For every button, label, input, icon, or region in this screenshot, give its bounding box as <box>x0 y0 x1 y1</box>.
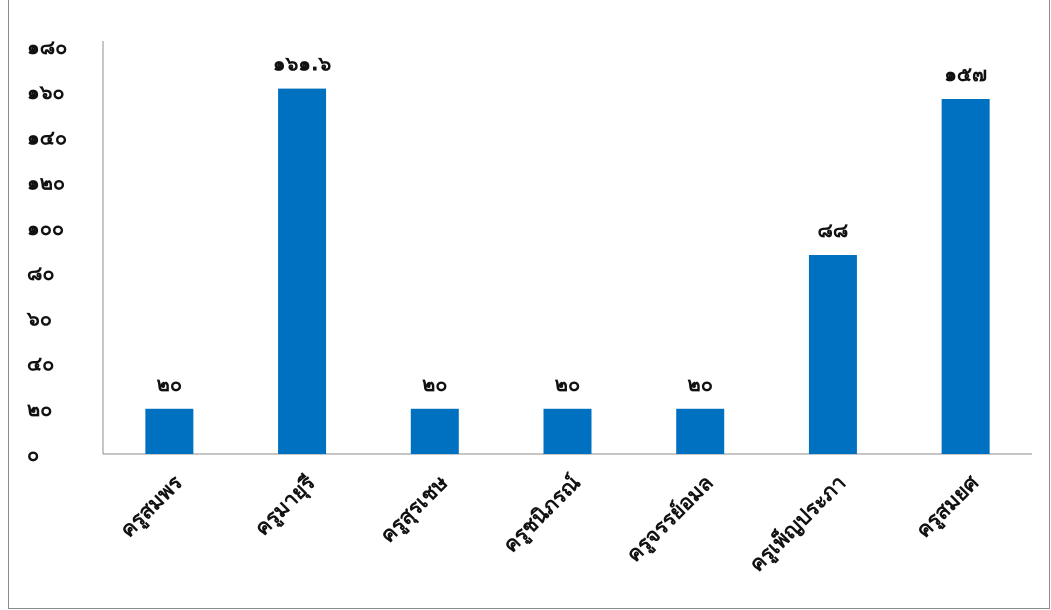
data-label: ๑๕๗ <box>944 62 987 86</box>
y-tick-label: ๑๒๐ <box>27 171 65 195</box>
bar <box>278 88 327 455</box>
data-labels: ๒๐ ๑๖๑.๖๒๐ ๒๐ ๒๐ ๘๘ ๑๕๗ <box>157 52 987 396</box>
category-label: ครูสมพร <box>115 470 188 543</box>
bar <box>941 99 990 454</box>
y-tick-label: ๖๐ <box>26 306 52 330</box>
category-label: ครูเพ็ญประภา <box>743 469 852 578</box>
y-tick-label: ๑๔๐ <box>27 125 67 149</box>
y-tick-label: ๐ <box>27 442 39 466</box>
category-labels: ครูสมพร ครูมายุรี ครูสุรเชษ ครูชนิภรณ์ ครูจร… <box>115 469 985 578</box>
y-tick-label: ๔๐ <box>27 352 54 376</box>
y-tick-label: ๘๐ <box>27 261 55 285</box>
category-label: ครูจรรย์อมล <box>622 471 719 568</box>
category-label: ครูสุรเชษ <box>375 470 453 548</box>
data-label: ๒๐ <box>688 372 713 396</box>
data-label: ๘๘ <box>817 218 848 242</box>
y-tick-label: ๑๘๐ <box>27 35 67 59</box>
chart-frame <box>8 0 1050 609</box>
data-label: ๑๖๑.๖ <box>273 52 332 76</box>
bar <box>145 408 194 454</box>
y-tick-labels: ๐ ๒๐ ๔๐ ๖๐ ๘๐ ๑๐๐ ๑๒๐ ๑๔๐ ๑๖๐ ๑๘๐ <box>26 35 67 466</box>
bar <box>808 255 857 454</box>
bar <box>543 408 592 454</box>
bars <box>145 88 990 455</box>
bar <box>410 408 459 454</box>
y-tick-label: ๑๐๐ <box>27 216 64 240</box>
bar <box>676 408 725 454</box>
data-label: ๒๐ <box>157 372 182 396</box>
data-label: ๒๐ <box>422 372 447 396</box>
data-label: ๒๐ <box>555 372 580 396</box>
category-label: ครูมายุรี <box>250 470 322 542</box>
category-label: ครูชนิภรณ์ <box>498 470 586 558</box>
y-tick-label: ๑๖๐ <box>27 80 65 104</box>
y-tick-label: ๒๐ <box>27 397 52 421</box>
category-label: ครูสมยศ <box>911 470 985 544</box>
